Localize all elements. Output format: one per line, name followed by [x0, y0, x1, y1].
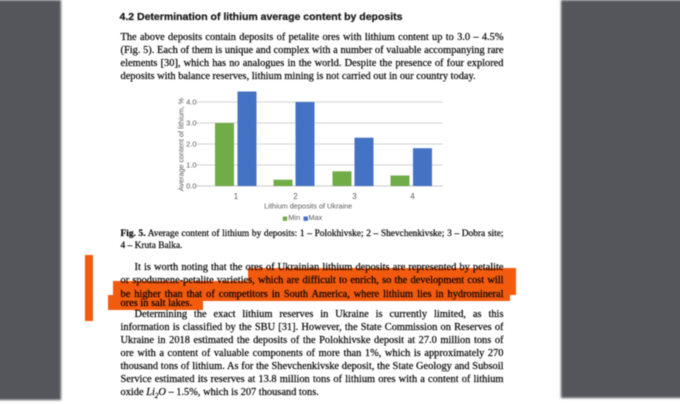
svg-text:3.0: 3.0	[186, 119, 196, 128]
svg-text:Lithium deposits of Ukraine: Lithium deposits of Ukraine	[264, 202, 352, 211]
svg-text:1.0: 1.0	[186, 161, 196, 170]
svg-text:0.0: 0.0	[186, 182, 196, 191]
svg-text:4: 4	[410, 192, 415, 201]
svg-text:Average content of lithium, %: Average content of lithium, %	[177, 97, 186, 191]
svg-text:3: 3	[352, 192, 357, 201]
svg-text:Min: Min	[288, 213, 300, 222]
svg-text:4.0: 4.0	[186, 98, 196, 107]
svg-text:1: 1	[234, 192, 239, 201]
svg-text:2: 2	[293, 192, 298, 201]
svg-text:Max: Max	[309, 213, 323, 222]
svg-text:2.0: 2.0	[186, 140, 196, 149]
